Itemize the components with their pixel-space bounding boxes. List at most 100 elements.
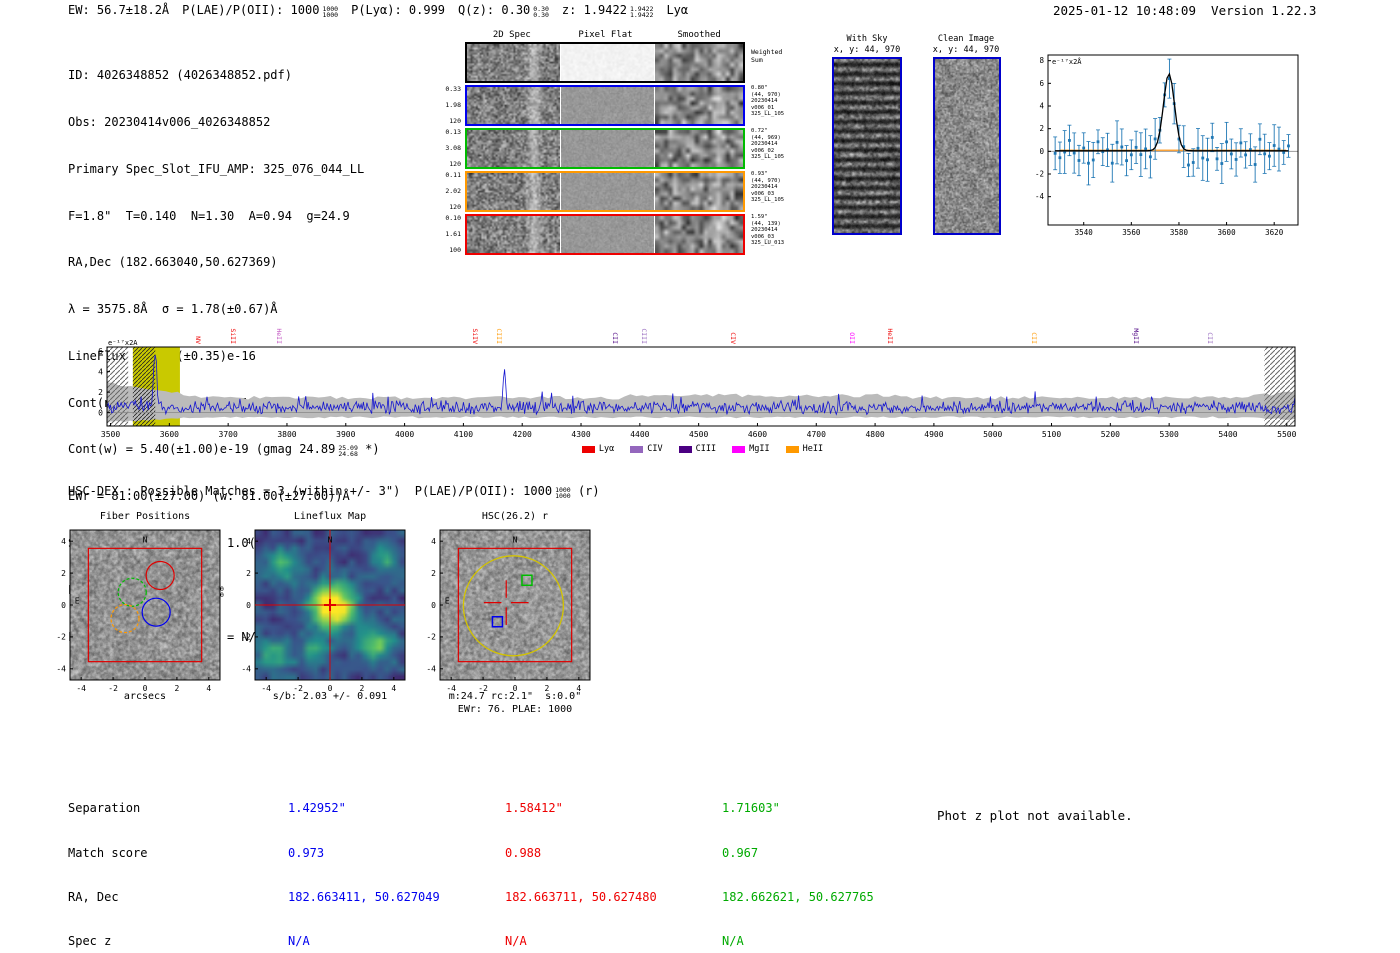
info-line-id: ID: 4026348852 (4026348852.pdf) — [68, 68, 292, 83]
spec2d-cutout-canvas — [655, 44, 743, 81]
classification-label: Lyα — [666, 3, 689, 17]
svg-text:4200: 4200 — [513, 430, 532, 439]
line-fit-plot: 8 6 4 2 0 -2 -4 3540 3560 3580 3600 3620 e⁻¹⁷x2Å — [1035, 54, 1299, 237]
compass-north: N — [328, 536, 333, 545]
spec2d-image-strip — [465, 214, 745, 255]
spec2d-row: 0.11 2.02 120 0.93" (44, 970) 20230414 v006_03… — [445, 171, 815, 214]
svg-text:-4: -4 — [261, 684, 271, 693]
spec2d-right-label-line: v006_02 — [751, 147, 775, 154]
spec2d-right-label-line: 20230414 — [751, 141, 778, 148]
match-value: N/A — [288, 933, 310, 948]
zoom-ylabel: e⁻¹⁷x2Å — [1052, 57, 1082, 66]
frac-top: 1000 — [555, 486, 571, 494]
hsc-match-header: HSC-DEX : Possible Matches = 3 (within +… — [68, 484, 600, 499]
spec2d-row: 0.10 1.61 100 1.59" (44, 139) 20230414 v006_03… — [445, 214, 815, 257]
frac-top: 1000 — [322, 5, 339, 13]
legend-label: CIV — [647, 444, 663, 454]
svg-text:0: 0 — [328, 684, 333, 693]
svg-text:3600: 3600 — [1218, 228, 1237, 237]
svg-text:2: 2 — [431, 569, 436, 578]
match-table-row-labels: Separation Match score RA, Dec Spec z Ph… — [68, 772, 176, 953]
svg-text:0: 0 — [98, 408, 103, 417]
spec2d-right-label-line: (44, 969) — [751, 134, 781, 141]
spec2d-row: 0.33 1.98 120 0.80" (44, 970) 20230414 v006_01… — [445, 85, 815, 128]
svg-text:4: 4 — [431, 537, 436, 546]
svg-text:3580: 3580 — [1170, 228, 1189, 237]
svg-text:0: 0 — [513, 684, 518, 693]
spec2d-row: Weighted Sum — [445, 42, 815, 85]
svg-text:4: 4 — [576, 684, 581, 693]
svg-text:-2: -2 — [241, 633, 251, 642]
svg-text:3540: 3540 — [1075, 228, 1094, 237]
spec2d-right-label-line: 325_LL_105 — [751, 111, 785, 118]
match-value: 1.42952" — [288, 801, 346, 816]
col-header-pixelflat: Pixel Flat — [578, 30, 633, 40]
gaussian-fit-curve — [1055, 72, 1289, 152]
svg-text:2: 2 — [175, 684, 180, 693]
legend-label: CIII — [695, 444, 717, 454]
svg-text:2: 2 — [98, 388, 103, 397]
spec2d-right-label-line: 0.80" — [751, 85, 768, 91]
spec2d-cutout-canvas — [467, 130, 560, 167]
legend-swatch — [678, 445, 692, 453]
qz-main: Q(z): 0.30 — [458, 3, 531, 17]
spec2d-image-strip — [465, 85, 745, 126]
match-value: N/A — [505, 933, 527, 948]
spec2d-cutout-canvas — [655, 130, 743, 167]
svg-text:4: 4 — [391, 684, 396, 693]
spec2d-cutout-canvas — [561, 44, 654, 81]
hsc-caption-2: EWr: 76. PLAE: 1000 — [457, 704, 573, 715]
p-lya-value: P(Lyα): 0.999 — [351, 3, 446, 17]
match-value: 1.71603" — [722, 801, 780, 816]
gmag-fraction: 25.09 24.68 — [338, 445, 358, 459]
hsc-cutout-image — [440, 530, 590, 680]
spec2d-right-label-line: (44, 139) — [751, 220, 781, 227]
spec2d-cutout-canvas — [561, 87, 654, 124]
svg-text:4: 4 — [61, 537, 66, 546]
svg-text:5000: 5000 — [983, 430, 1002, 439]
fiber-circle-red — [145, 560, 175, 591]
spectrum-line — [107, 354, 1295, 416]
spec2d-right-label-line: 325_LU_013 — [751, 240, 785, 247]
svg-text:3900: 3900 — [336, 430, 355, 439]
spec2d-left-label: 0.11 — [445, 171, 461, 179]
spec2d-right-label-line: Weighted — [751, 48, 783, 56]
svg-text:3500: 3500 — [101, 430, 120, 439]
spec2d-right-label-line: v006_03 — [751, 190, 775, 197]
spec2d-right-label-line: (44, 970) — [751, 91, 781, 98]
match-row-label: RA, Dec — [68, 889, 119, 904]
timestamp-version: 2025-01-12 10:48:09 Version 1.22.3 — [1053, 3, 1317, 18]
spec2d-cutout-canvas — [655, 173, 743, 210]
z-main: z: 1.9422 — [561, 3, 627, 17]
qz-fraction: 0.30 0.30 — [533, 5, 549, 19]
svg-text:0: 0 — [246, 601, 251, 610]
match-value: 0.973 — [288, 845, 325, 860]
legend-label: HeII — [802, 444, 824, 454]
svg-text:-2: -2 — [426, 633, 436, 642]
spec2d-row-right-label: 0.80" (44, 970) 20230414 v006_01 325_LL_105 — [751, 85, 784, 118]
z-fraction: 1.9422 1.9422 — [630, 6, 653, 19]
svg-text:-4: -4 — [56, 665, 66, 674]
spec2d-right-label-line: 20230414 — [751, 98, 778, 105]
svg-text:4: 4 — [98, 367, 103, 376]
info-line-primary: Primary Spec_Slot_IFU_AMP: 325_076_044_L… — [68, 161, 365, 176]
frac-top: 0.30 — [533, 5, 549, 13]
info-line-radec: RA,Dec (182.663040,50.627369) — [68, 255, 278, 270]
svg-text:4: 4 — [246, 537, 251, 546]
spec2d-row: 0.13 3.08 120 0.72" (44, 969) 20230414 v006_02… — [445, 128, 815, 171]
frac-bot: 1000 — [322, 11, 339, 19]
frac-bot: 24.68 — [338, 450, 358, 459]
svg-text:5400: 5400 — [1218, 430, 1237, 439]
spec2d-row-left-labels: 0.33 1.98 120 — [445, 85, 462, 126]
svg-text:6: 6 — [1039, 79, 1044, 88]
spec2d-row-right-label: 1.59" (44, 139) 20230414 v006_03 325_LU_013 — [751, 214, 784, 247]
masked-region — [132, 347, 156, 426]
legend-swatch — [785, 445, 799, 453]
svg-text:4600: 4600 — [748, 430, 767, 439]
spec2d-cutout-canvas — [561, 173, 654, 210]
match-value: 0.967 — [722, 845, 759, 860]
match-column-1: 1.42952" 0.973 182.663411, 50.627049 N/A… — [288, 772, 440, 953]
spec2d-cutout-canvas — [561, 130, 654, 167]
hsc-cutout-axes: -4 -4 -2 -2 0 0 2 2 4 4 N E — [426, 529, 591, 693]
